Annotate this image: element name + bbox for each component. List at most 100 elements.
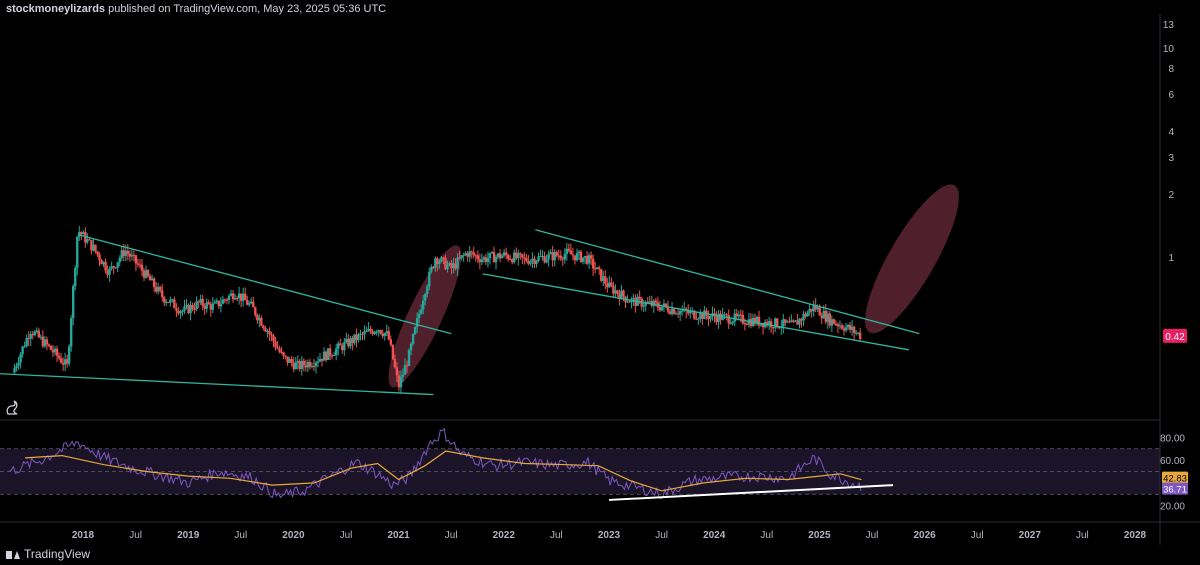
candle-body bbox=[148, 276, 152, 281]
trendline[interactable] bbox=[535, 229, 920, 335]
candle-body bbox=[128, 253, 132, 257]
candle-body bbox=[326, 348, 330, 361]
last-price-tag bbox=[1163, 328, 1187, 343]
candle-body bbox=[446, 265, 449, 270]
candle-body bbox=[776, 318, 779, 328]
candle-body bbox=[523, 257, 526, 259]
candle-body bbox=[767, 321, 771, 326]
time-tick-label: Jul bbox=[655, 530, 668, 541]
candle-body bbox=[422, 300, 425, 310]
candle-body bbox=[94, 244, 97, 252]
candle-body bbox=[397, 375, 401, 388]
price-tick-label: 1 bbox=[1168, 253, 1174, 264]
candle-body bbox=[339, 343, 342, 346]
candle-body bbox=[478, 259, 482, 263]
candle-body bbox=[126, 250, 130, 254]
trendline[interactable] bbox=[77, 233, 452, 335]
candle-body bbox=[173, 299, 176, 309]
candle-body bbox=[662, 303, 666, 307]
candle-body bbox=[179, 311, 182, 314]
candle-body bbox=[699, 312, 702, 319]
candle-body bbox=[235, 297, 239, 299]
candle-body bbox=[579, 251, 583, 262]
candle-body bbox=[69, 318, 73, 347]
candle-body bbox=[569, 250, 573, 255]
candle-body bbox=[21, 346, 24, 355]
candle-body bbox=[474, 255, 478, 257]
candle-body bbox=[217, 300, 221, 307]
candle-body bbox=[632, 297, 635, 299]
candle-body bbox=[161, 290, 164, 298]
candle-body bbox=[642, 305, 645, 307]
candle-body bbox=[355, 334, 358, 341]
candle-body bbox=[731, 321, 734, 324]
candle-body bbox=[215, 300, 219, 303]
rsi-value-tag bbox=[1162, 482, 1188, 495]
candle-body bbox=[345, 338, 348, 343]
candle-body bbox=[399, 376, 403, 388]
candle-body bbox=[672, 308, 676, 314]
rsi-ma-line[interactable] bbox=[25, 450, 862, 492]
rsi-support-line[interactable] bbox=[608, 484, 894, 501]
candle-body bbox=[371, 331, 374, 334]
candle-body bbox=[322, 351, 326, 361]
candle-body bbox=[264, 328, 267, 332]
candle-body bbox=[310, 366, 314, 368]
candle-body bbox=[45, 339, 49, 345]
candle-body bbox=[377, 330, 380, 332]
tradingview-logo[interactable]: TradingView bbox=[6, 547, 90, 561]
rsi-tick-label: 60.00 bbox=[1160, 456, 1185, 467]
candle-body bbox=[223, 299, 227, 301]
candle-body bbox=[818, 307, 821, 316]
candle-body bbox=[53, 348, 57, 353]
candle-body bbox=[595, 267, 599, 270]
candle-body bbox=[100, 260, 103, 265]
candle-body bbox=[292, 362, 295, 370]
candle-body bbox=[802, 313, 805, 321]
candle-body bbox=[525, 257, 528, 262]
candle-body bbox=[695, 318, 698, 320]
candle-body bbox=[195, 301, 198, 310]
candle-body bbox=[460, 255, 463, 259]
candle-body bbox=[701, 312, 704, 319]
candle-body bbox=[707, 315, 710, 320]
candle-body bbox=[260, 317, 263, 326]
candle-body bbox=[838, 325, 842, 327]
candle-body bbox=[347, 338, 350, 347]
candle-body bbox=[749, 319, 753, 326]
candle-body bbox=[670, 308, 674, 314]
candle-body bbox=[456, 257, 459, 269]
candle-body bbox=[229, 293, 233, 296]
candle-body bbox=[794, 320, 797, 322]
candle-body bbox=[144, 270, 148, 278]
candle-body bbox=[189, 305, 192, 314]
trendline[interactable] bbox=[482, 273, 909, 351]
candle-body bbox=[428, 271, 431, 287]
candle-body bbox=[519, 253, 522, 255]
candle-body bbox=[573, 255, 577, 261]
candle-body bbox=[513, 252, 516, 263]
trendline[interactable] bbox=[0, 373, 434, 396]
candle-body bbox=[233, 297, 237, 300]
candle-body bbox=[508, 259, 512, 261]
candle-body bbox=[156, 286, 160, 292]
highlight-ellipse[interactable] bbox=[377, 239, 474, 395]
candle-body bbox=[430, 266, 433, 272]
candle-body bbox=[492, 252, 496, 263]
candle-body bbox=[294, 362, 297, 370]
candle-body bbox=[648, 301, 651, 303]
rsi-line[interactable] bbox=[9, 427, 862, 500]
candle-body bbox=[335, 348, 338, 356]
candle-body bbox=[209, 304, 212, 310]
candle-body bbox=[553, 252, 556, 261]
candle-body bbox=[43, 339, 47, 347]
candle-body bbox=[381, 333, 384, 337]
candle-body bbox=[737, 314, 741, 317]
candle-body bbox=[227, 295, 231, 301]
candle-body bbox=[403, 365, 407, 375]
highlight-ellipse[interactable] bbox=[850, 174, 975, 344]
candle-body bbox=[39, 336, 43, 338]
candle-body bbox=[494, 256, 498, 263]
candle-body bbox=[646, 302, 649, 304]
